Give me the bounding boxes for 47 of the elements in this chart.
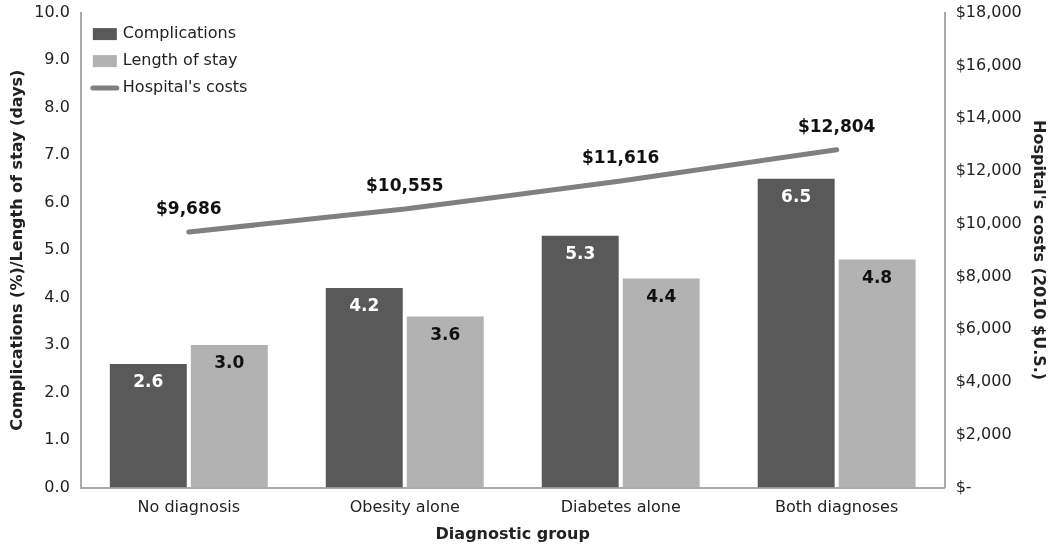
- legend-label: Hospital's costs: [122, 77, 248, 97]
- y-axis-title: Complications (%)/Length of stay (days): [6, 69, 26, 431]
- bar: [541, 235, 619, 488]
- data-label: $12,804: [797, 115, 876, 136]
- y-tick-label: 9.0: [44, 49, 70, 69]
- y2-tick-label: $16,000: [955, 54, 1022, 74]
- y-tick-label: 1.0: [44, 429, 70, 449]
- y-tick-label: 10.0: [34, 1, 70, 21]
- x-tick-label: Obesity alone: [349, 497, 460, 517]
- y-tick-label: 7.0: [44, 144, 70, 164]
- data-label: 4.8: [862, 266, 893, 287]
- legend-label: Length of stay: [122, 50, 238, 70]
- bar: [757, 178, 835, 488]
- y2-tick-label: $12,000: [955, 160, 1022, 180]
- y-tick-label: 8.0: [44, 96, 70, 116]
- legend-label: Complications: [122, 23, 237, 43]
- data-label: $10,555: [366, 174, 444, 195]
- y2-tick-label: $8,000: [955, 265, 1012, 285]
- y2-tick-label: $2,000: [955, 423, 1012, 443]
- data-label: 2.6: [133, 371, 164, 392]
- x-tick-label: Both diagnoses: [775, 497, 899, 517]
- y-tick-label: 6.0: [44, 191, 70, 211]
- y-tick-label: 3.0: [44, 334, 70, 354]
- y-tick-label: 5.0: [44, 239, 70, 259]
- bar: [109, 364, 187, 488]
- y2-tick-label: $14,000: [955, 107, 1022, 127]
- x-axis-title: Diagnostic group: [435, 523, 590, 543]
- y2-tick-label: $-: [955, 476, 972, 496]
- y2-tick-label: $4,000: [955, 371, 1012, 391]
- data-label: 3.0: [214, 352, 245, 373]
- data-label: 5.3: [565, 242, 596, 263]
- bar: [325, 288, 403, 488]
- y2-tick-label: $18,000: [955, 1, 1022, 21]
- y2-axis-title: Hospital's costs (2010 $U.S.): [1030, 120, 1050, 381]
- y-tick-label: 4.0: [44, 286, 70, 306]
- x-tick-label: No diagnosis: [137, 497, 241, 517]
- data-label: 6.5: [781, 185, 812, 206]
- y2-tick-label: $6,000: [955, 318, 1012, 338]
- x-tick-label: Diabetes alone: [560, 497, 681, 517]
- data-label: $11,616: [581, 146, 660, 167]
- y-tick-label: 0.0: [44, 476, 70, 496]
- data-label: 4.4: [646, 285, 677, 306]
- y2-tick-label: $10,000: [955, 212, 1022, 232]
- data-label: 4.2: [349, 295, 380, 316]
- y-tick-label: 2.0: [44, 381, 70, 401]
- data-label: $9,686: [156, 197, 222, 218]
- data-label: 3.6: [430, 323, 461, 344]
